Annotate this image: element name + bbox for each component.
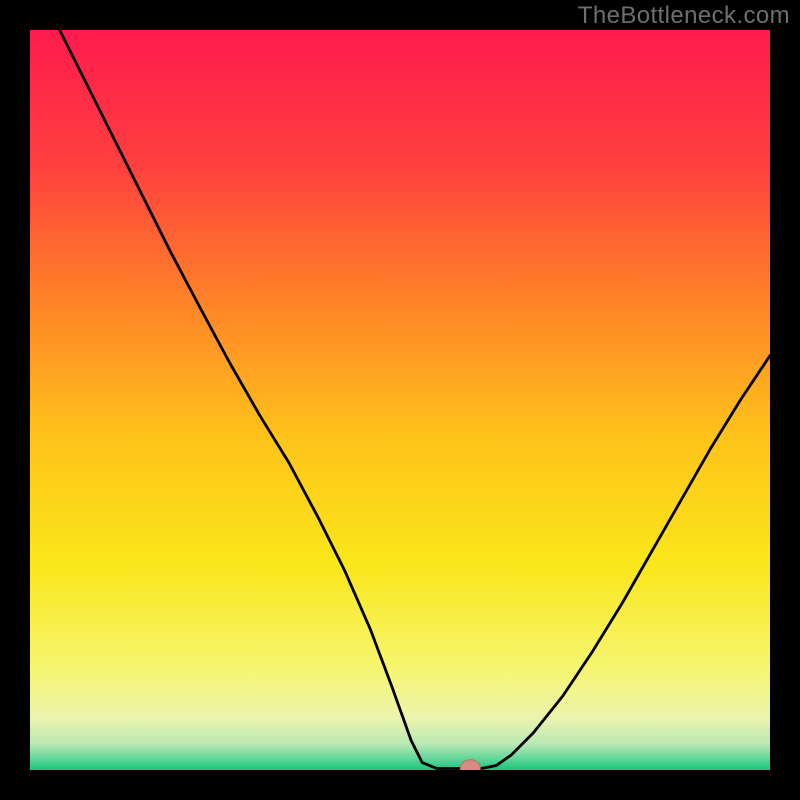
- bottleneck-chart: [0, 0, 800, 800]
- gradient-background: [30, 30, 770, 770]
- chart-container: TheBottleneck.com: [0, 0, 800, 800]
- watermark-text: TheBottleneck.com: [578, 2, 790, 30]
- plot-area: [30, 30, 770, 776]
